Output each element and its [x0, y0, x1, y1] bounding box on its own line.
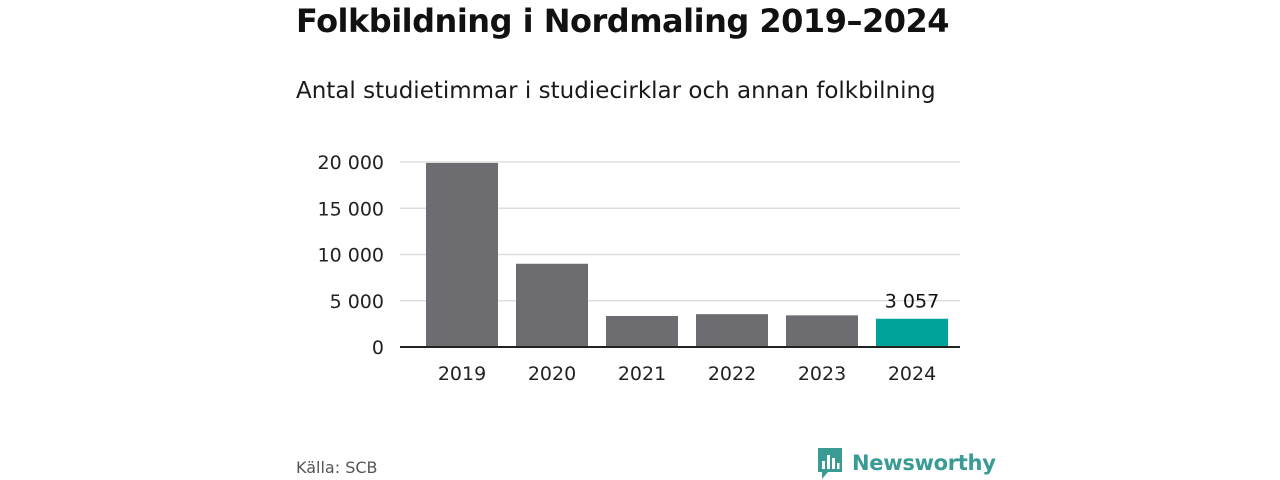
bar	[516, 263, 588, 347]
bar	[606, 316, 678, 347]
x-tick-label: 2023	[798, 363, 846, 385]
source-note: Källa: SCB	[296, 458, 378, 477]
brand-logo: Newsworthy	[816, 446, 996, 480]
x-tick-label: 2022	[708, 363, 756, 385]
bar	[786, 315, 858, 347]
y-tick-label: 5 000	[330, 291, 384, 313]
bar	[876, 318, 948, 347]
brand-name: Newsworthy	[852, 451, 996, 475]
bar	[426, 162, 498, 347]
bar-chart: 0 5 000 10 000 15 000 20 000 2019 2020 2021 2022…	[318, 152, 960, 385]
y-tick-label: 20 000	[318, 152, 384, 174]
y-tick-label: 15 000	[318, 198, 384, 220]
bar-chart-speech-bubble-icon	[818, 448, 842, 479]
y-tick-label: 0	[372, 337, 384, 359]
chart-subtitle: Antal studietimmar i studiecirklar och a…	[296, 78, 936, 104]
data-label: 3 057	[885, 291, 939, 313]
bar	[696, 314, 768, 347]
x-tick-label: 2020	[528, 363, 576, 385]
y-tick-label: 10 000	[318, 245, 384, 267]
x-tick-label: 2021	[618, 363, 666, 385]
x-tick-label: 2024	[888, 363, 936, 385]
x-tick-label: 2019	[438, 363, 486, 385]
chart-title: Folkbildning i Nordmaling 2019–2024	[296, 2, 950, 40]
